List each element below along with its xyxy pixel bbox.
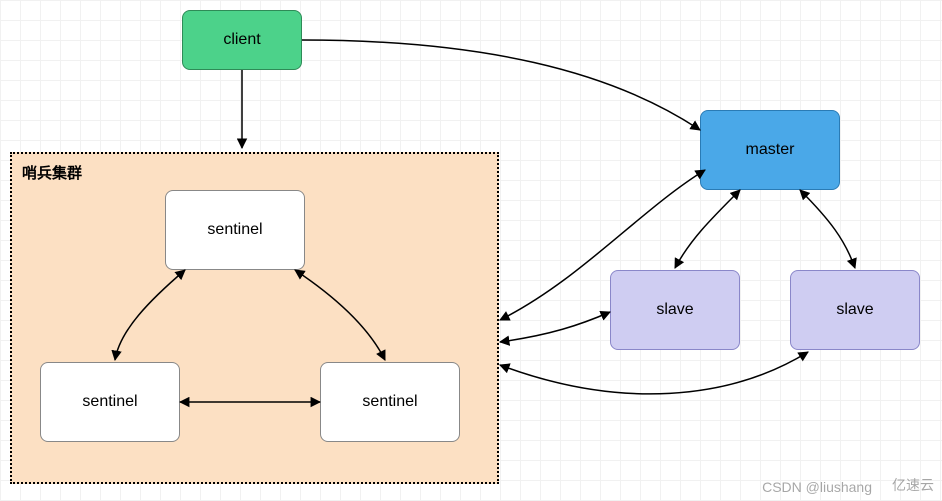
node-master-label: master bbox=[746, 141, 795, 159]
node-slave1-label: slave bbox=[656, 301, 693, 319]
node-sentinel-top: sentinel bbox=[165, 190, 305, 270]
node-client-label: client bbox=[223, 31, 260, 49]
watermark-csdn: CSDN @liushang bbox=[762, 479, 872, 495]
node-sentinel-left: sentinel bbox=[40, 362, 180, 442]
node-sentinel-right-label: sentinel bbox=[362, 393, 417, 411]
node-slave2: slave bbox=[790, 270, 920, 350]
node-slave2-label: slave bbox=[836, 301, 873, 319]
watermark-yisu: 亿速云 bbox=[892, 475, 934, 495]
diagram-canvas: 哨兵集群 client master slave slave sentinel … bbox=[0, 0, 942, 501]
node-sentinel-right: sentinel bbox=[320, 362, 460, 442]
sentinel-cluster-label: 哨兵集群 bbox=[22, 162, 82, 183]
node-slave1: slave bbox=[610, 270, 740, 350]
node-master: master bbox=[700, 110, 840, 190]
node-client: client bbox=[182, 10, 302, 70]
node-sentinel-top-label: sentinel bbox=[207, 221, 262, 239]
node-sentinel-left-label: sentinel bbox=[82, 393, 137, 411]
